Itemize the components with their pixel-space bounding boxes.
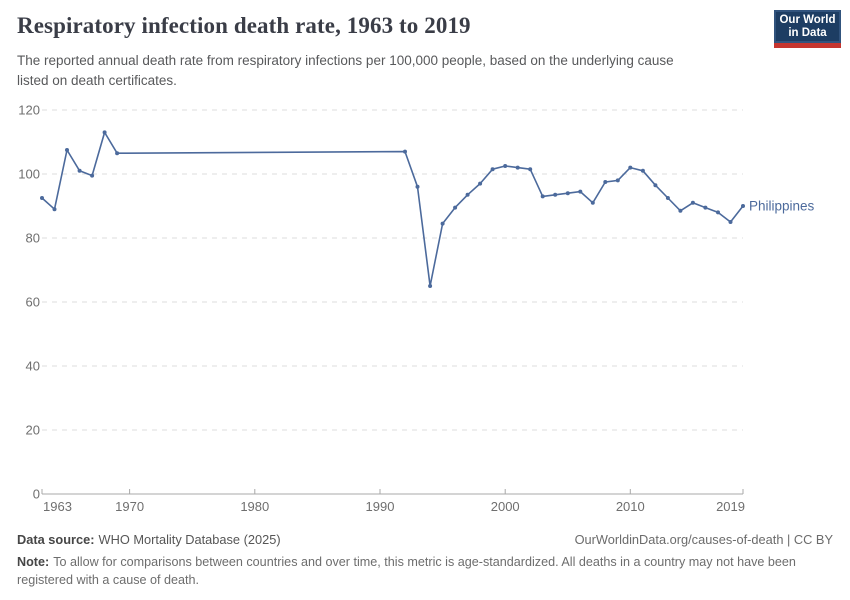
data-point-marker [540, 194, 545, 199]
data-point-marker [565, 191, 570, 196]
data-source: Data source: WHO Mortality Database (2025… [17, 532, 281, 547]
data-point-marker [490, 167, 495, 172]
data-point-marker [115, 151, 120, 156]
x-axis-tick-label: 1963 [43, 499, 72, 514]
data-point-marker [102, 130, 107, 135]
data-point-marker [741, 204, 745, 208]
chart-title: Respiratory infection death rate, 1963 t… [17, 13, 471, 38]
y-axis-tick-label: 40 [26, 359, 40, 374]
data-point-marker [716, 210, 720, 215]
chart-subtitle: The reported annual death rate from resp… [17, 53, 674, 89]
logo-line1: Our World [779, 13, 836, 26]
data-point-marker [528, 167, 533, 172]
footer: Data source: WHO Mortality Database (2025… [17, 532, 833, 547]
y-axis-tick-label: 0 [33, 487, 40, 502]
data-point-marker [403, 149, 407, 154]
data-point-marker [728, 220, 733, 224]
data-point-marker [503, 164, 508, 168]
data-point-marker [77, 168, 82, 173]
data-point-marker [628, 165, 633, 170]
line-chart: 0 20 40 60 80 100 120 1963 1970 1980 1990 2000 2010 2… [0, 95, 850, 530]
x-axis-tick-label: 1980 [240, 499, 269, 514]
data-point-marker [690, 200, 695, 205]
data-point-marker [703, 205, 708, 210]
x-axis-tick-label: 1990 [366, 499, 395, 514]
data-point-marker [52, 207, 57, 212]
x-axis-tick-label: 2000 [491, 499, 520, 514]
data-point-marker [415, 184, 420, 189]
data-point-marker [678, 208, 683, 213]
data-point-marker [440, 221, 445, 226]
logo-line2: in Data [788, 26, 827, 39]
data-point-marker [40, 196, 44, 200]
data-source-label: Data source: [17, 532, 95, 547]
y-axis-tick-label: 120 [18, 103, 40, 118]
data-point-marker [478, 181, 483, 186]
data-point-marker [553, 192, 558, 197]
x-axis-tick-label: 1970 [115, 499, 144, 514]
data-point-marker [665, 196, 670, 200]
owid-logo[interactable]: Our World in Data [774, 10, 841, 48]
data-point-marker [578, 189, 583, 194]
footer-link[interactable]: OurWorldinData.org/causes-of-death | CC … [574, 532, 833, 547]
note-text: To allow for comparisons between countri… [17, 555, 796, 588]
data-source-text: WHO Mortality Database (2025) [98, 532, 281, 547]
data-point-marker [515, 165, 520, 170]
series-label-philippines: Philippines [749, 199, 815, 214]
data-point-marker [428, 284, 433, 288]
data-point-marker [603, 180, 608, 184]
x-axis-tick-label: 2019 [716, 499, 745, 514]
data-point-marker [640, 168, 645, 173]
data-point-marker [453, 205, 458, 210]
data-point-marker [615, 178, 620, 183]
y-axis-tick-label: 100 [18, 167, 40, 182]
data-point-marker [653, 183, 658, 188]
data-point-marker [465, 192, 470, 197]
footer-note: Note: To allow for comparisons between co… [17, 553, 827, 590]
line-chart-svg: 0 20 40 60 80 100 120 1963 1970 1980 1990 2000 2010 2… [18, 103, 815, 515]
data-point-marker [590, 200, 595, 205]
y-axis-tick-label: 60 [26, 295, 40, 310]
data-point-marker [90, 173, 95, 178]
x-axis-tick-label: 2010 [616, 499, 645, 514]
y-axis-tick-label: 20 [26, 423, 40, 438]
philippines-line [41, 131, 744, 287]
note-label: Note: [17, 555, 50, 569]
data-point-marker [65, 148, 69, 152]
y-axis-tick-label: 80 [26, 231, 40, 246]
